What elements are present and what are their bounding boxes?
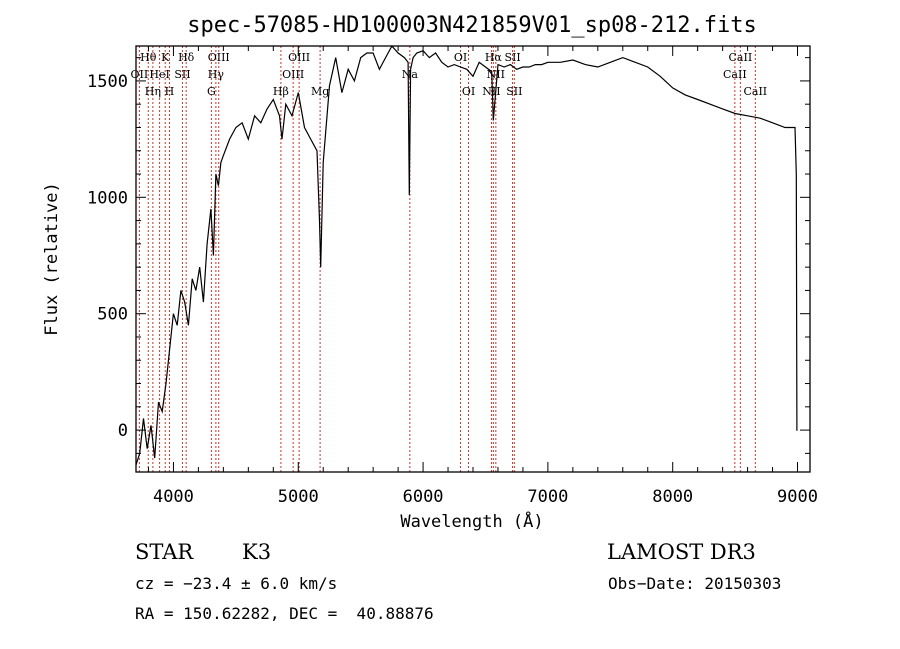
flux-series-line bbox=[135, 44, 798, 466]
line-marker-label-11: Hβ bbox=[273, 85, 289, 98]
survey-name: LAMOST DR3 bbox=[607, 540, 756, 564]
line-marker-label-8: G bbox=[207, 85, 216, 98]
y-axis-label: Flux (relative) bbox=[42, 182, 62, 336]
x-tick-label-2: 6000 bbox=[403, 487, 444, 507]
line-marker-label-17: OI bbox=[462, 85, 475, 98]
line-marker-label-5: H bbox=[165, 85, 175, 98]
line-marker-label-24: CaII bbox=[729, 51, 753, 64]
line-marker-labels: OIIHθHηHeIKHSIIHδGHγOIIIHβOIIIOIIIMgNaOI… bbox=[131, 51, 768, 98]
object-class: STAR bbox=[135, 540, 194, 564]
line-marker-label-14: Mg bbox=[311, 85, 329, 98]
coordinates: RA = 150.62282, DEC = 40.88876 bbox=[135, 604, 434, 623]
line-marker-label-13: OIII bbox=[288, 51, 310, 64]
line-marker-label-0: OII bbox=[131, 68, 149, 81]
object-subclass: K3 bbox=[242, 540, 272, 564]
x-axis-ticks: 4000 5000 6000 7000 8000 9000 bbox=[147, 46, 818, 507]
line-marker-label-3: HeI bbox=[149, 68, 169, 81]
line-marker-label-18: NII bbox=[482, 85, 500, 98]
line-marker-label-12: OIII bbox=[282, 68, 304, 81]
redshift-velocity: cz = −23.4 ± 6.0 km/s bbox=[135, 574, 338, 593]
y-axis-ticks: 0 500 1000 1500 bbox=[87, 57, 810, 454]
y-tick-label-2: 1000 bbox=[87, 188, 128, 208]
line-marker-label-16: OI bbox=[454, 51, 467, 64]
line-markers bbox=[138, 46, 756, 472]
line-marker-label-22: SII bbox=[506, 85, 522, 98]
line-marker-label-6: SII bbox=[174, 68, 190, 81]
chart-title: spec-57085-HD100003N421859V01_sp08-212.f… bbox=[187, 13, 757, 38]
line-marker-label-23: CaII bbox=[723, 68, 747, 81]
x-axis-label: Wavelength (Å) bbox=[400, 510, 543, 532]
x-tick-label-5: 9000 bbox=[777, 487, 818, 507]
observation-date: Obs−Date: 20150303 bbox=[608, 574, 782, 593]
line-marker-label-1: Hθ bbox=[140, 51, 157, 64]
x-tick-label-3: 7000 bbox=[527, 487, 568, 507]
line-marker-label-2: Hη bbox=[145, 85, 161, 98]
line-marker-label-9: Hγ bbox=[208, 68, 225, 81]
x-tick-label-1: 5000 bbox=[278, 487, 319, 507]
line-marker-label-7: Hδ bbox=[178, 51, 195, 64]
line-marker-label-19: Hα bbox=[485, 51, 503, 64]
y-tick-label-1: 500 bbox=[97, 305, 128, 325]
plot-frame bbox=[135, 45, 811, 473]
line-marker-label-10: OIII bbox=[208, 51, 230, 64]
y-tick-label-0: 0 bbox=[118, 421, 128, 441]
line-marker-label-25: CaII bbox=[743, 85, 767, 98]
line-marker-label-21: SII bbox=[504, 51, 520, 64]
y-tick-label-3: 1500 bbox=[87, 72, 128, 92]
x-tick-label-4: 8000 bbox=[652, 487, 693, 507]
x-tick-label-0: 4000 bbox=[153, 487, 194, 507]
line-marker-label-4: K bbox=[161, 51, 170, 64]
